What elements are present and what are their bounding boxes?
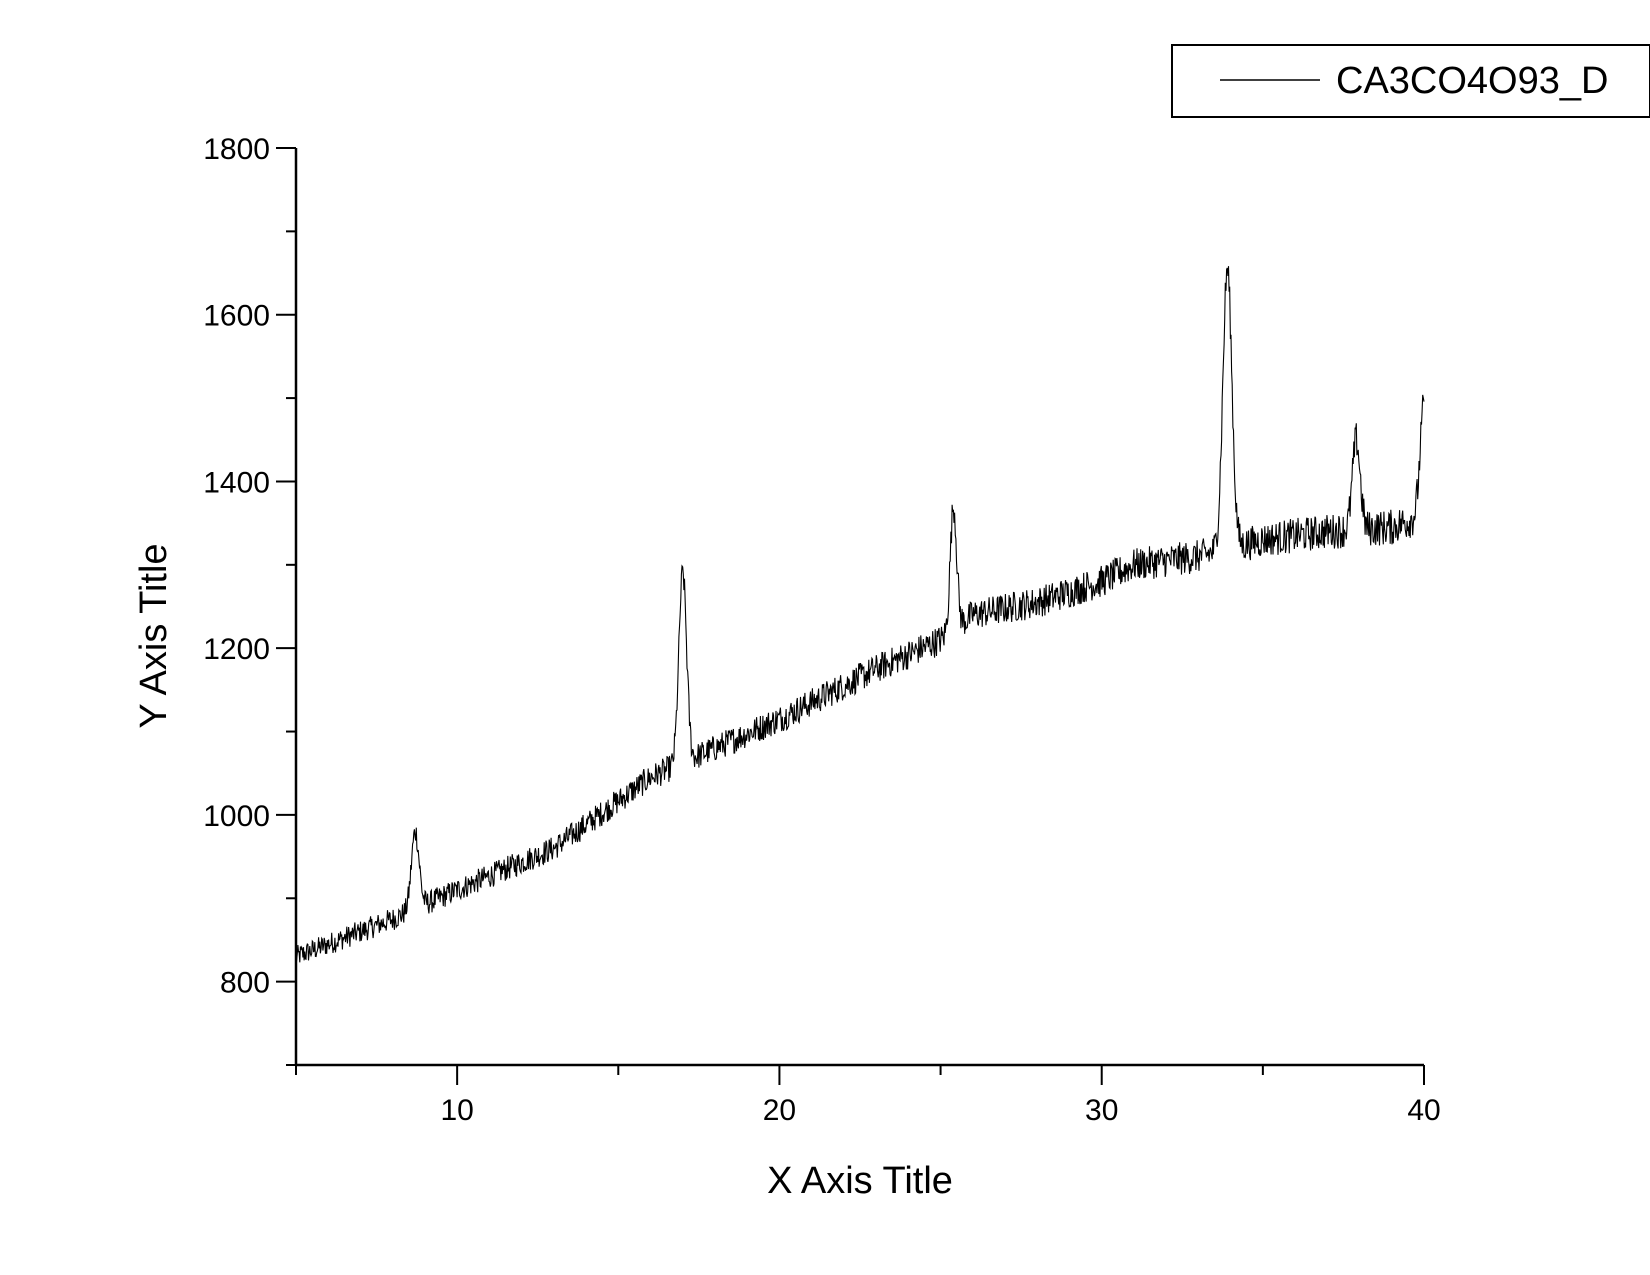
axes: 800 1000 1200 1400 1600 1800 10 20 30 40 — [203, 133, 1440, 1127]
y-tick-label: 1800 — [203, 133, 270, 166]
y-tick-label: 800 — [220, 967, 270, 1000]
plot-area — [295, 266, 1425, 963]
legend-entry-label: CA3CO4O93_D — [1336, 60, 1608, 102]
y-tick-label: 1600 — [203, 300, 270, 333]
x-tick-label: 30 — [1085, 1094, 1118, 1127]
x-tick-label: 10 — [440, 1094, 473, 1127]
y-tick-label: 1400 — [203, 466, 270, 499]
series-line — [295, 266, 1425, 963]
legend: CA3CO4O93_D — [1171, 44, 1650, 118]
y-tick-label: 1000 — [203, 800, 270, 833]
y-axis-title: Y Axis Title — [133, 543, 175, 728]
legend-box — [1171, 44, 1650, 118]
y-tick-label: 1200 — [203, 633, 270, 666]
x-tick-label: 40 — [1407, 1094, 1440, 1127]
x-tick-label: 20 — [763, 1094, 796, 1127]
x-axis-title: X Axis Title — [767, 1160, 953, 1202]
